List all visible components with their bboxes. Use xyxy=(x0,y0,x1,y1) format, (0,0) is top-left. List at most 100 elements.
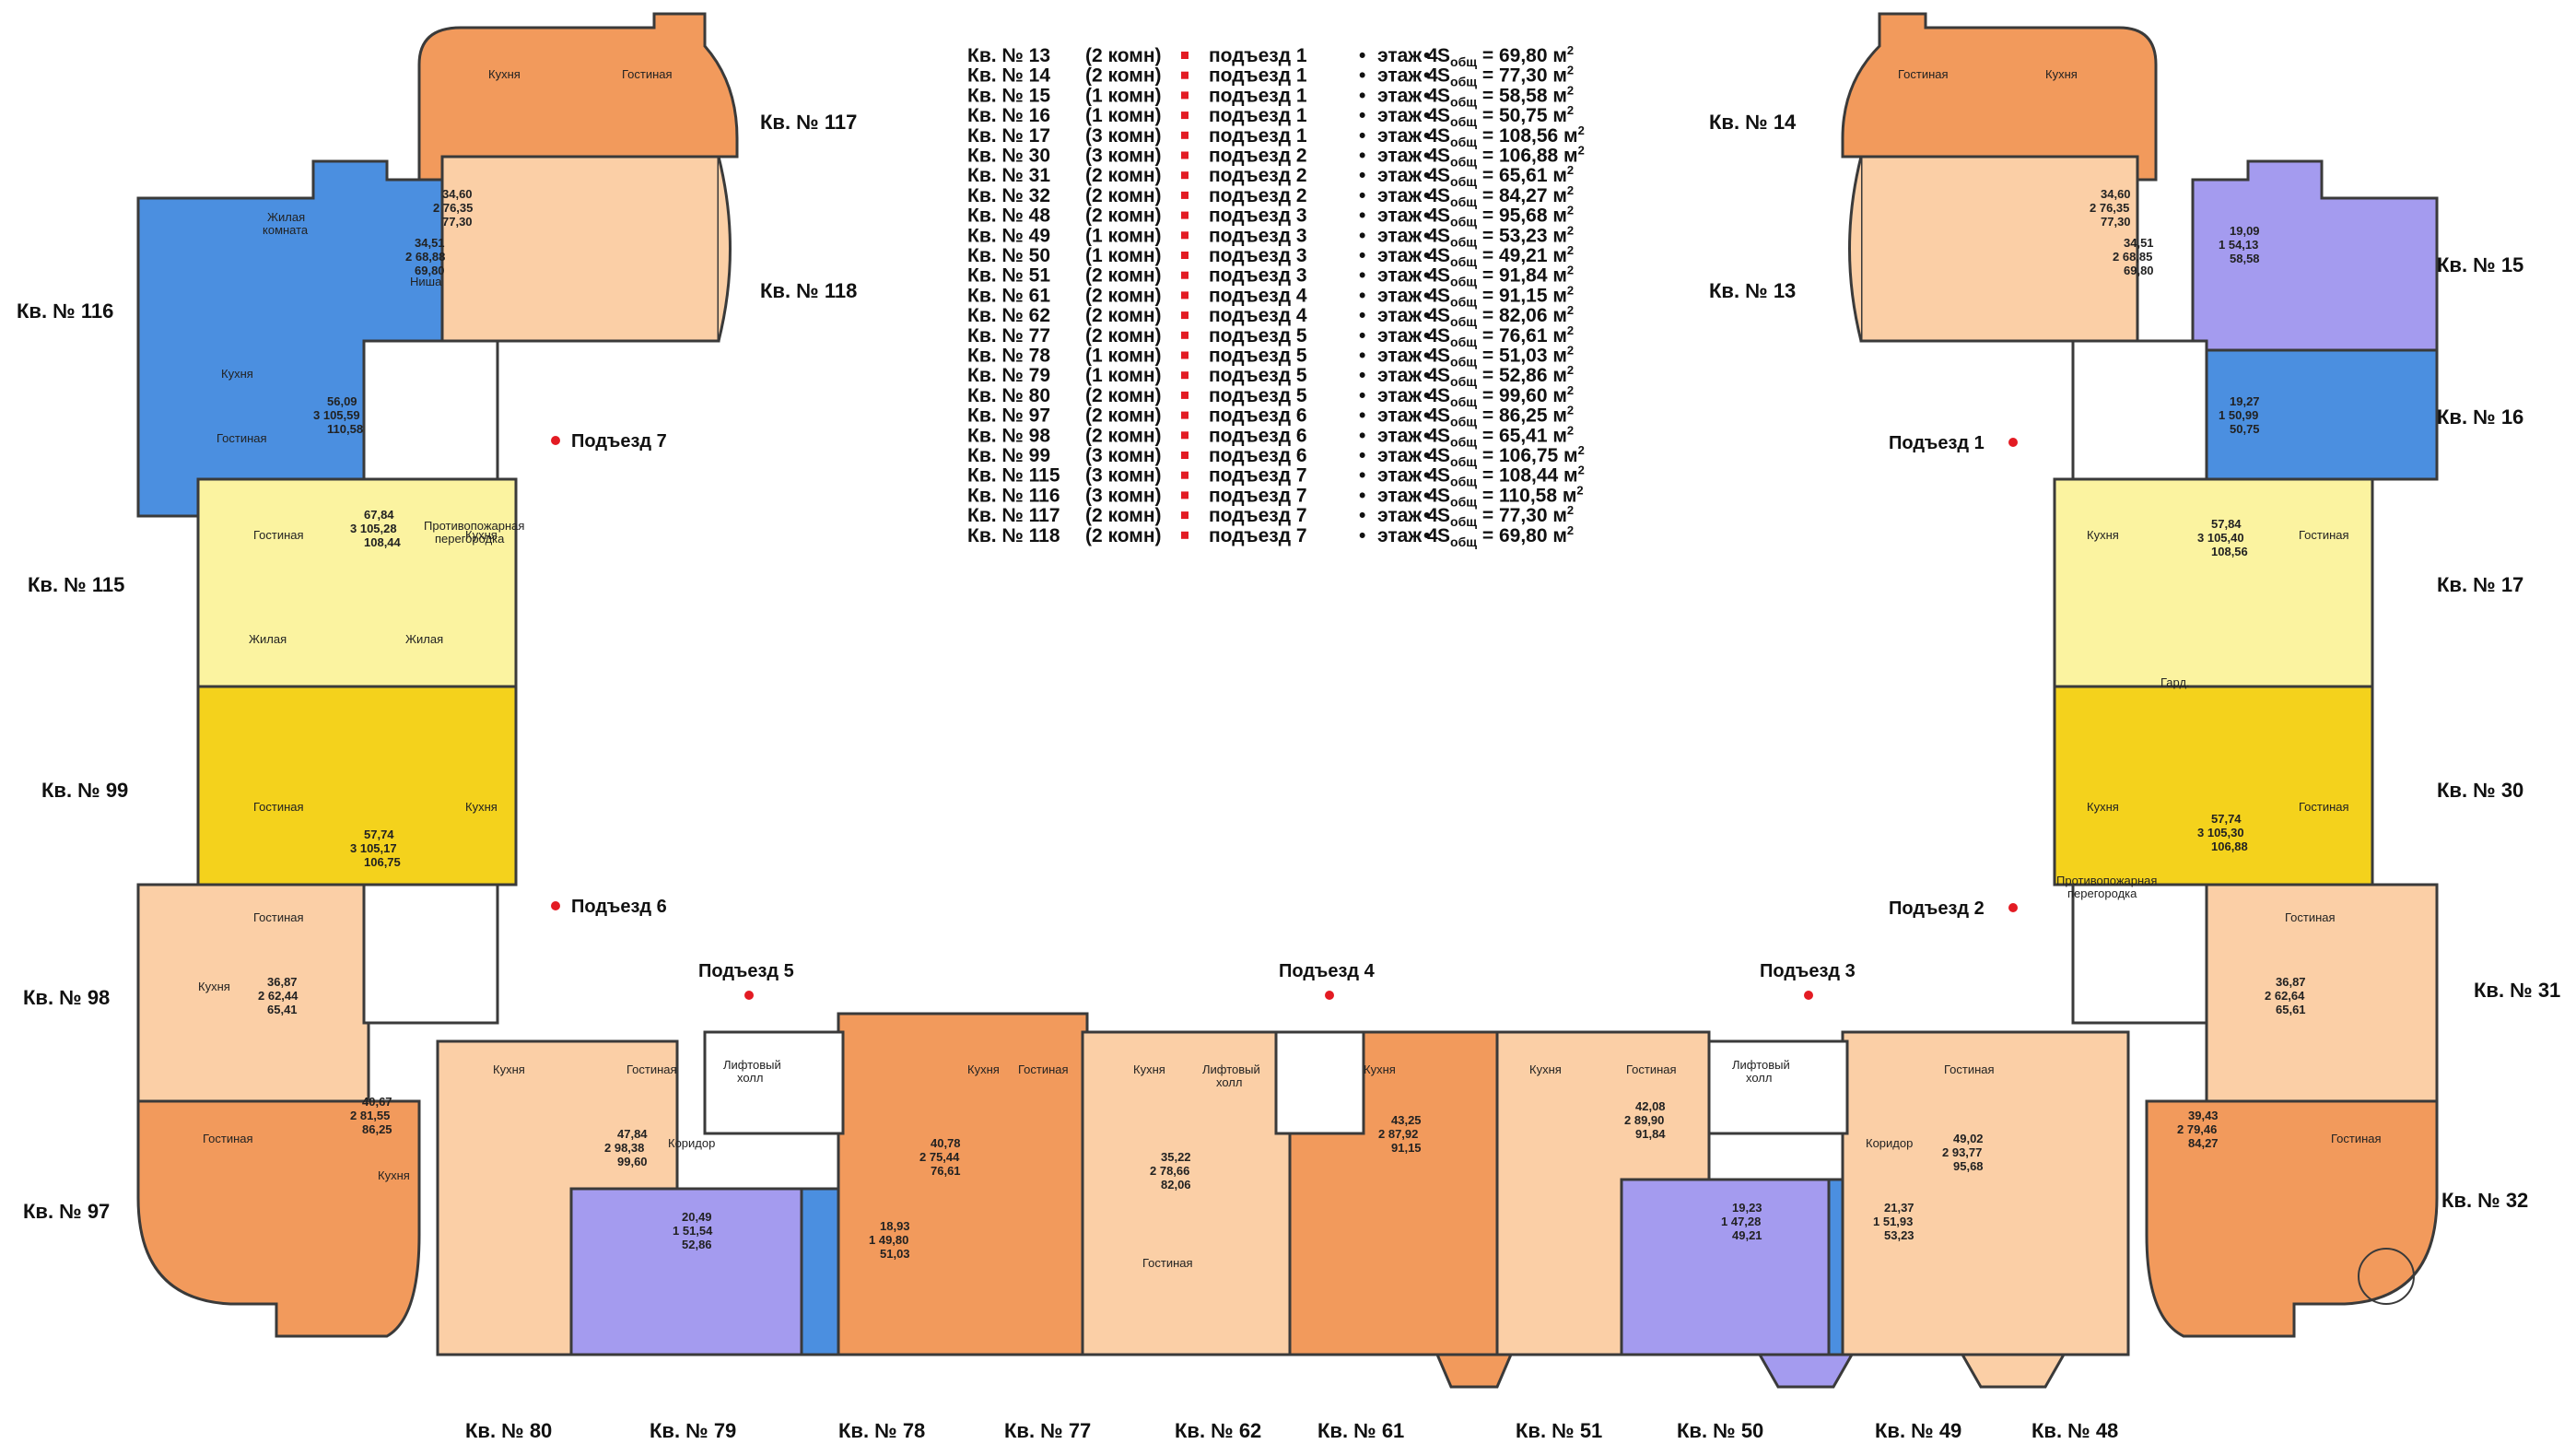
legend-entrance: подъезд 6 xyxy=(1209,445,1307,466)
apt-115-summary: 3 105,28 xyxy=(350,522,397,535)
legend-separator-dot: • xyxy=(1423,285,1430,306)
bay-window-48 xyxy=(1960,1353,2067,1389)
legend-room-count: (1 комн) xyxy=(1085,365,1162,386)
room-label: комната xyxy=(263,223,309,237)
left-wing xyxy=(136,12,739,1338)
apt-97-label: Кв. № 97 xyxy=(23,1200,110,1223)
room-label: Жилая xyxy=(267,210,305,224)
apt-49-summary: 53,23 xyxy=(1884,1228,1914,1242)
room-label: Гостиная xyxy=(1898,67,1949,81)
room-label: перегородка xyxy=(2067,886,2137,900)
apt-61-summary: 91,15 xyxy=(1391,1141,1422,1155)
apt-62-summary: 2 78,66 xyxy=(1150,1164,1189,1178)
entrance-2-label: Подъезд 2 xyxy=(1889,898,1985,919)
entrance-7-marker xyxy=(551,436,560,445)
legend-room-count: (3 комн) xyxy=(1085,445,1162,466)
apt-116-summary: 56,09 xyxy=(327,394,357,408)
legend-room-count: (3 комн) xyxy=(1085,125,1162,147)
legend-separator-dot: • xyxy=(1423,125,1430,147)
legend-bullet-square xyxy=(1181,311,1188,320)
legend-area: Sобщ = 86,25 м2 xyxy=(1437,404,1574,429)
apt-15-summary: 1 54,13 xyxy=(2219,238,2258,252)
legend-separator-dot: • xyxy=(1423,105,1430,126)
apt-118-summary: 69,80 xyxy=(415,264,445,277)
legend-area: Sобщ = 51,03 м2 xyxy=(1437,344,1574,370)
apt-13-summary: 34,51 xyxy=(2124,236,2154,250)
legend-area: Sобщ = 65,41 м2 xyxy=(1437,423,1574,449)
entrance-5-marker xyxy=(744,991,754,1000)
legend-area: Sобщ = 76,61 м2 xyxy=(1437,323,1574,349)
entrance-3-marker xyxy=(1804,991,1813,1000)
legend-area: Sобщ = 84,27 м2 xyxy=(1437,183,1574,209)
legend-bullet-square xyxy=(1181,252,1188,259)
legend-bullet-square xyxy=(1181,511,1188,520)
apt-118-area xyxy=(440,155,720,343)
stair-core-3 xyxy=(1707,1039,1849,1135)
legend-separator-dot: • xyxy=(1359,385,1365,406)
legend-bullet-square xyxy=(1181,351,1188,359)
legend-separator-dot: • xyxy=(1359,405,1365,427)
legend-separator-dot: • xyxy=(1359,185,1365,206)
legend-area: Sобщ = 65,61 м2 xyxy=(1437,163,1574,189)
legend-floor: этаж 4 xyxy=(1377,365,1438,386)
room-label: Гостиная xyxy=(2331,1132,2382,1145)
legend-separator-dot: • xyxy=(1359,245,1365,266)
legend-area: Sобщ = 106,75 м2 xyxy=(1437,443,1585,469)
stair-core-7 xyxy=(362,339,499,481)
apt-117-summary: 2 76,35 xyxy=(433,201,473,215)
apt-99-summary: 3 105,17 xyxy=(350,841,397,855)
apt-16-summary: 19,27 xyxy=(2230,394,2260,408)
room-label: Кухня xyxy=(198,980,230,993)
legend-bullet-square xyxy=(1181,112,1188,120)
legend-separator-dot: • xyxy=(1423,525,1430,546)
apt-31-summary: 36,87 xyxy=(2276,975,2306,989)
apt-30-summary: 3 105,30 xyxy=(2197,826,2244,839)
apt-48-summary: 49,02 xyxy=(1953,1132,1984,1145)
legend-room-count: (2 комн) xyxy=(1085,265,1162,287)
apt-48-summary: 95,68 xyxy=(1953,1159,1984,1173)
legend-separator-dot: • xyxy=(1423,505,1430,526)
legend-separator-dot: • xyxy=(1423,305,1430,326)
apt-31-summary: 2 62,64 xyxy=(2265,989,2305,1003)
room-label: Гостиная xyxy=(203,1132,253,1145)
room-labels: Кухня Гостиная Жилая комната Кухня Гости… xyxy=(198,67,2382,1270)
room-label: Противопожарная xyxy=(424,519,524,533)
room-label: Кухня xyxy=(378,1168,410,1182)
apt-16-summary: 1 50,99 xyxy=(2219,408,2258,422)
apt-61-label: Кв. № 61 xyxy=(1317,1419,1404,1442)
room-label: холл xyxy=(1746,1071,1772,1085)
legend-separator-dot: • xyxy=(1359,285,1365,306)
apt-116-summary: 110,58 xyxy=(327,422,363,436)
room-label: Кухня xyxy=(221,367,253,381)
legend-separator-dot: • xyxy=(1359,45,1365,66)
legend-entrance: подъезд 1 xyxy=(1209,105,1307,126)
apt-118-label: Кв. № 118 xyxy=(760,279,857,302)
legend-entrance: подъезд 3 xyxy=(1209,225,1307,246)
legend-area: Sобщ = 69,80 м2 xyxy=(1437,43,1574,69)
legend-floor: этаж 4 xyxy=(1377,146,1438,167)
apt-62-label: Кв. № 62 xyxy=(1175,1419,1261,1442)
apt-116-summary: 3 105,59 xyxy=(313,408,360,422)
legend-entrance: подъезд 1 xyxy=(1209,85,1307,106)
bottom-wing xyxy=(436,1012,2130,1389)
apt-77-summary: 40,78 xyxy=(931,1136,961,1150)
legend-room-count: (2 комн) xyxy=(1085,285,1162,306)
legend-separator-dot: • xyxy=(1423,385,1430,406)
apt-80-summary: 99,60 xyxy=(617,1155,648,1168)
apt-78-summary: 1 49,80 xyxy=(869,1233,908,1247)
entrance-3-label: Подъезд 3 xyxy=(1760,961,1856,981)
legend-bullet-square xyxy=(1181,271,1188,279)
apt-62-summary: 35,22 xyxy=(1161,1150,1191,1164)
apt-99-label: Кв. № 99 xyxy=(41,779,128,802)
apt-62-summary: 82,06 xyxy=(1161,1178,1191,1192)
legend-bullet-square xyxy=(1181,291,1188,299)
legend-separator-dot: • xyxy=(1359,465,1365,487)
apt-80-summary: 2 98,38 xyxy=(604,1141,644,1155)
room-label: Кухня xyxy=(1529,1062,1562,1076)
room-label: холл xyxy=(737,1071,763,1085)
apt-51-summary: 2 89,90 xyxy=(1624,1113,1664,1127)
room-label: Кухня xyxy=(2087,800,2119,814)
legend-apartment-number: Кв. № 48 xyxy=(967,205,1050,227)
apt-98-summary: 2 62,44 xyxy=(258,989,299,1003)
apt-78-summary: 18,93 xyxy=(880,1219,910,1233)
